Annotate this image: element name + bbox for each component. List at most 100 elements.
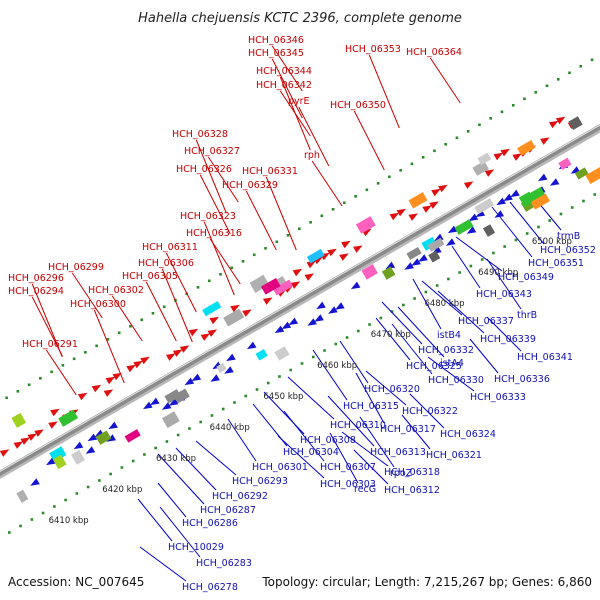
gene-block <box>58 409 79 427</box>
gene-forward <box>112 372 123 381</box>
tick-dot <box>545 84 549 88</box>
accession-label: Accession: NC_007645 <box>8 575 144 589</box>
tick-dot <box>86 485 90 489</box>
tick-dot <box>8 531 11 534</box>
tick-dot <box>424 290 428 294</box>
reverse-gene-label: HCH_06312 <box>384 485 440 496</box>
forward-label-line <box>203 221 235 296</box>
tick-dot <box>106 338 110 341</box>
gene-forward <box>207 329 218 337</box>
genome-backbone <box>0 123 600 480</box>
gene-block <box>16 489 29 503</box>
reverse-gene-label: HCH_06307 <box>320 462 376 473</box>
reverse-label-line <box>157 453 205 505</box>
forward-gene-label: HCH_06364 <box>406 47 462 58</box>
gene-block <box>477 152 492 166</box>
tick-dot <box>188 427 191 430</box>
tick-dot <box>345 336 349 339</box>
reverse-label-line <box>327 395 375 447</box>
tick-dot <box>435 284 439 287</box>
tick-dot <box>210 414 214 417</box>
reverse-gene-label: HCH_06330 <box>428 375 484 386</box>
reverse-gene-label: HCH_06324 <box>440 429 496 440</box>
reverse-label-line <box>421 280 463 316</box>
forward-gene-label: HCH_06316 <box>186 228 242 239</box>
reverse-gene-label: HCH_06283 <box>196 558 252 569</box>
reverse-gene-label: HCH_06287 <box>200 505 256 516</box>
tick-dot <box>255 388 259 391</box>
forward-label-line <box>93 309 125 384</box>
reverse-gene-label: HCH_06337 <box>458 316 514 327</box>
gene-block <box>164 389 181 404</box>
forward-label-line <box>429 57 461 104</box>
gene-block <box>421 236 437 251</box>
reverse-gene-label: HCH_06304 <box>283 447 339 458</box>
reverse-gene-label: HCH_06308 <box>300 435 356 446</box>
gene-reverse <box>466 226 477 234</box>
gene-forward <box>209 316 220 325</box>
tick-dot <box>402 303 405 307</box>
reverse-gene-label: HCH_06303 <box>320 479 376 490</box>
forward-label-line <box>45 349 77 396</box>
tick-dot <box>199 420 202 424</box>
gene-reverse <box>447 225 458 234</box>
scale-label: 6480 kbp <box>424 299 464 309</box>
tick-dot <box>582 199 585 203</box>
gene-forward <box>548 120 559 129</box>
gene-block <box>52 454 67 470</box>
gene-forward <box>140 356 150 365</box>
gene-block <box>124 429 141 443</box>
reverse-label-line <box>287 376 335 420</box>
tick-dot <box>120 466 124 469</box>
reverse-label-line <box>455 236 503 272</box>
tick-dot <box>388 175 391 179</box>
forward-gene-label: HCH_06302 <box>88 285 144 296</box>
reverse-gene-label: HCH_06313 <box>370 447 426 458</box>
scale-label: 6410 kbp <box>49 516 89 526</box>
tick-dot <box>447 277 450 281</box>
tick-dot <box>413 297 416 300</box>
reverse-label-line <box>359 416 395 468</box>
gene-reverse <box>168 398 179 406</box>
tick-dot <box>368 323 371 326</box>
tick-dot <box>568 71 571 75</box>
gene-reverse <box>350 281 361 290</box>
reverse-label-line <box>401 414 431 450</box>
forward-label-line <box>368 54 400 129</box>
tick-dot <box>84 351 87 354</box>
gene-reverse <box>385 261 396 270</box>
tick-dot <box>548 219 552 222</box>
tick-dot <box>489 117 493 120</box>
gene-reverse <box>411 258 421 266</box>
reverse-gene-label: HCH_06318 <box>384 467 440 478</box>
gene-block <box>454 219 474 235</box>
gene-reverse <box>335 302 345 310</box>
reverse-label-line <box>339 340 369 384</box>
gene-reverse <box>494 210 504 218</box>
reverse-label-line <box>469 338 499 374</box>
reverse-label-line <box>391 323 433 375</box>
gene-forward <box>91 384 102 393</box>
gene-block <box>558 157 572 170</box>
gene-forward <box>48 421 58 429</box>
tick-dot <box>590 58 594 62</box>
forward-label-line <box>195 139 227 214</box>
gene-reverse <box>404 262 414 270</box>
tick-dot <box>390 310 394 313</box>
tick-dot <box>399 169 402 172</box>
forward-gene-label: HCH_06353 <box>345 44 401 55</box>
tick-dot <box>534 91 538 94</box>
scale-label: 6430 kbp <box>156 454 196 464</box>
reverse-gene-label: HCH_06315 <box>343 401 399 412</box>
gene-reverse <box>537 173 548 182</box>
gene-block <box>11 412 27 428</box>
forward-gene-label: HCH_06327 <box>184 146 240 157</box>
tick-dot <box>244 394 248 398</box>
reverse-gene-label: thrB <box>517 310 537 321</box>
gene-forward <box>292 268 303 277</box>
tick-dot <box>500 110 504 114</box>
reverse-label-line <box>312 349 348 401</box>
tick-dot <box>19 524 22 528</box>
gene-block <box>161 411 180 429</box>
gene-block <box>428 250 441 263</box>
